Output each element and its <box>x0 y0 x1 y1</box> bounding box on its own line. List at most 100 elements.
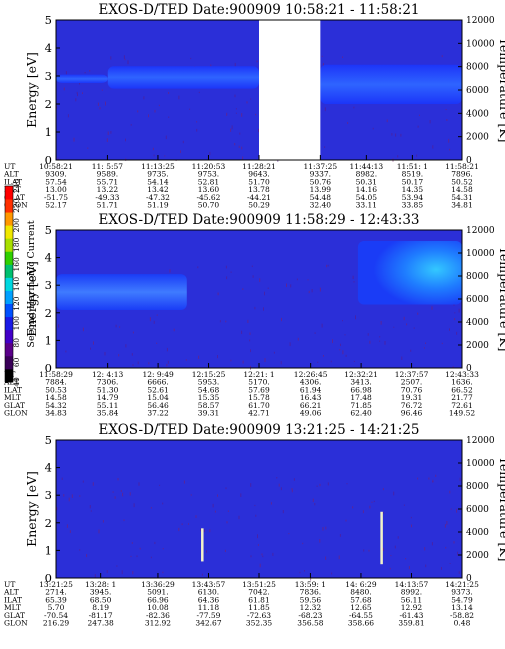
noise-speckle <box>210 64 212 68</box>
noise-speckle <box>164 155 166 157</box>
noise-speckle <box>226 112 228 116</box>
noise-speckle <box>125 344 127 348</box>
annotation-value: 11:44:13 <box>350 162 384 171</box>
noise-speckle <box>150 507 152 509</box>
noise-speckle <box>325 556 327 560</box>
colorbar-segment <box>5 186 13 200</box>
data-gap <box>259 20 321 160</box>
noise-speckle <box>116 565 118 567</box>
noise-speckle <box>149 317 151 322</box>
noise-speckle <box>431 306 433 310</box>
y-tick-label: 2 <box>45 306 52 320</box>
noise-speckle <box>79 495 81 497</box>
noise-speckle <box>250 98 252 100</box>
annotation-value: 12:26:45 <box>294 370 328 379</box>
annotation-value: 342.67 <box>195 619 221 628</box>
noise-speckle <box>289 342 291 347</box>
annotation-value: 70.76 <box>401 385 423 394</box>
noise-speckle <box>112 491 114 493</box>
noise-speckle <box>408 566 410 570</box>
annotation-value: 51.19 <box>147 201 169 210</box>
annotation-value: 11:51: 1 <box>397 162 428 171</box>
colorbar-tick-label: 180 <box>12 237 21 252</box>
y-axis-label: Energy [eV] <box>24 52 39 128</box>
noise-speckle <box>449 328 450 331</box>
annotation-value: 358.66 <box>348 619 374 628</box>
noise-speckle <box>368 549 370 552</box>
noise-speckle <box>316 485 318 487</box>
annotation-value: -82.36 <box>146 611 170 620</box>
noise-speckle <box>324 146 326 148</box>
colorbar-label: Second Harmonic Current <box>26 220 37 347</box>
colorbar-segment <box>5 264 13 278</box>
panel-title: EXOS-D/TED Date:900909 10:58:21 - 11:58:… <box>98 2 419 18</box>
annotation-value: 54.48 <box>310 193 332 202</box>
annotation-value: 12:21: 1 <box>243 370 274 379</box>
annotation-row-label: ILAT <box>4 177 22 186</box>
colorbar-segment <box>5 290 13 304</box>
noise-speckle <box>319 287 321 292</box>
noise-speckle <box>189 108 191 110</box>
noise-speckle <box>115 324 117 328</box>
y-axis-label: Energy [eV] <box>24 471 39 547</box>
annotation-value: 39.31 <box>198 409 219 418</box>
noise-speckle <box>198 355 200 359</box>
annotation-value: 33.85 <box>402 201 424 210</box>
noise-speckle <box>132 364 134 366</box>
annotation-value: 54.68 <box>198 385 220 394</box>
noise-speckle <box>209 151 211 156</box>
noise-speckle <box>250 555 252 558</box>
annotation-value: 0.48 <box>454 619 471 628</box>
noise-speckle <box>454 312 456 314</box>
annotation-value: 12:32:21 <box>344 370 378 379</box>
colorbar-segment <box>5 355 13 370</box>
noise-speckle <box>82 92 83 94</box>
noise-speckle <box>314 332 316 334</box>
annotation-value: 96.46 <box>401 409 423 418</box>
colorbar-segment <box>5 368 13 383</box>
noise-speckle <box>410 349 412 352</box>
noise-speckle <box>105 101 106 106</box>
noise-speckle <box>230 359 232 362</box>
noise-speckle <box>181 523 183 526</box>
noise-speckle <box>131 542 133 544</box>
noise-speckle <box>347 122 349 124</box>
noise-speckle <box>101 89 103 91</box>
annotation-value: -77.59 <box>196 611 220 620</box>
annotation-value: 13.42 <box>147 185 169 194</box>
noise-speckle <box>379 336 381 338</box>
annotation-value: 13:51:25 <box>242 580 276 589</box>
noise-speckle <box>262 555 264 558</box>
noise-speckle <box>143 96 145 100</box>
annotation-value: 216.29 <box>43 619 69 628</box>
annotation-value: 8982. <box>356 170 377 179</box>
noise-speckle <box>127 60 129 65</box>
spectrogram-panel-3: EXOS-D/TED Date:900909 13:21:25 - 14:21:… <box>3 422 505 628</box>
noise-speckle <box>312 498 314 502</box>
noise-speckle <box>293 478 295 481</box>
noise-speckle <box>264 291 265 296</box>
annotation-value: 50.31 <box>356 177 377 186</box>
annotation-value: 54.05 <box>356 193 378 202</box>
noise-speckle <box>257 544 259 546</box>
annotation-value: 12.65 <box>350 603 372 612</box>
y-tick-label: 0 <box>45 153 52 167</box>
noise-speckle <box>435 474 437 477</box>
annotation-value: 51.70 <box>248 177 270 186</box>
annotation-value: 13:28: 1 <box>85 580 116 589</box>
y-right-tick-label: 6000 <box>466 505 489 515</box>
annotation-row-label: ALT <box>3 588 19 597</box>
panel-title: EXOS-D/TED Date:900909 13:21:25 - 14:21:… <box>98 422 419 438</box>
noise-speckle <box>419 114 420 116</box>
noise-speckle <box>234 94 236 98</box>
annotation-value: 2714. <box>45 588 66 597</box>
annotation-value: 12: 4:13 <box>92 370 124 379</box>
noise-speckle <box>425 564 427 568</box>
annotation-value: 13.22 <box>97 185 119 194</box>
noise-speckle <box>391 133 393 136</box>
annotation-value: 65.39 <box>45 595 67 604</box>
energy-band <box>320 64 462 104</box>
y-right-tick-label: 4000 <box>466 528 489 538</box>
annotation-value: 13:59: 1 <box>295 580 326 589</box>
noise-speckle <box>258 128 259 133</box>
